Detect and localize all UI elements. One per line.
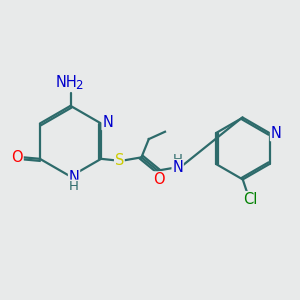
Text: S: S — [115, 153, 124, 168]
Text: N: N — [271, 126, 281, 141]
Text: N: N — [172, 160, 183, 175]
Text: H: H — [173, 153, 183, 166]
Text: N: N — [102, 115, 113, 130]
Text: 2: 2 — [75, 79, 82, 92]
Text: O: O — [11, 150, 23, 165]
Text: NH: NH — [56, 75, 78, 90]
Text: N: N — [69, 169, 80, 184]
Text: Cl: Cl — [244, 192, 258, 207]
Text: O: O — [153, 172, 165, 187]
Text: H: H — [69, 180, 79, 193]
